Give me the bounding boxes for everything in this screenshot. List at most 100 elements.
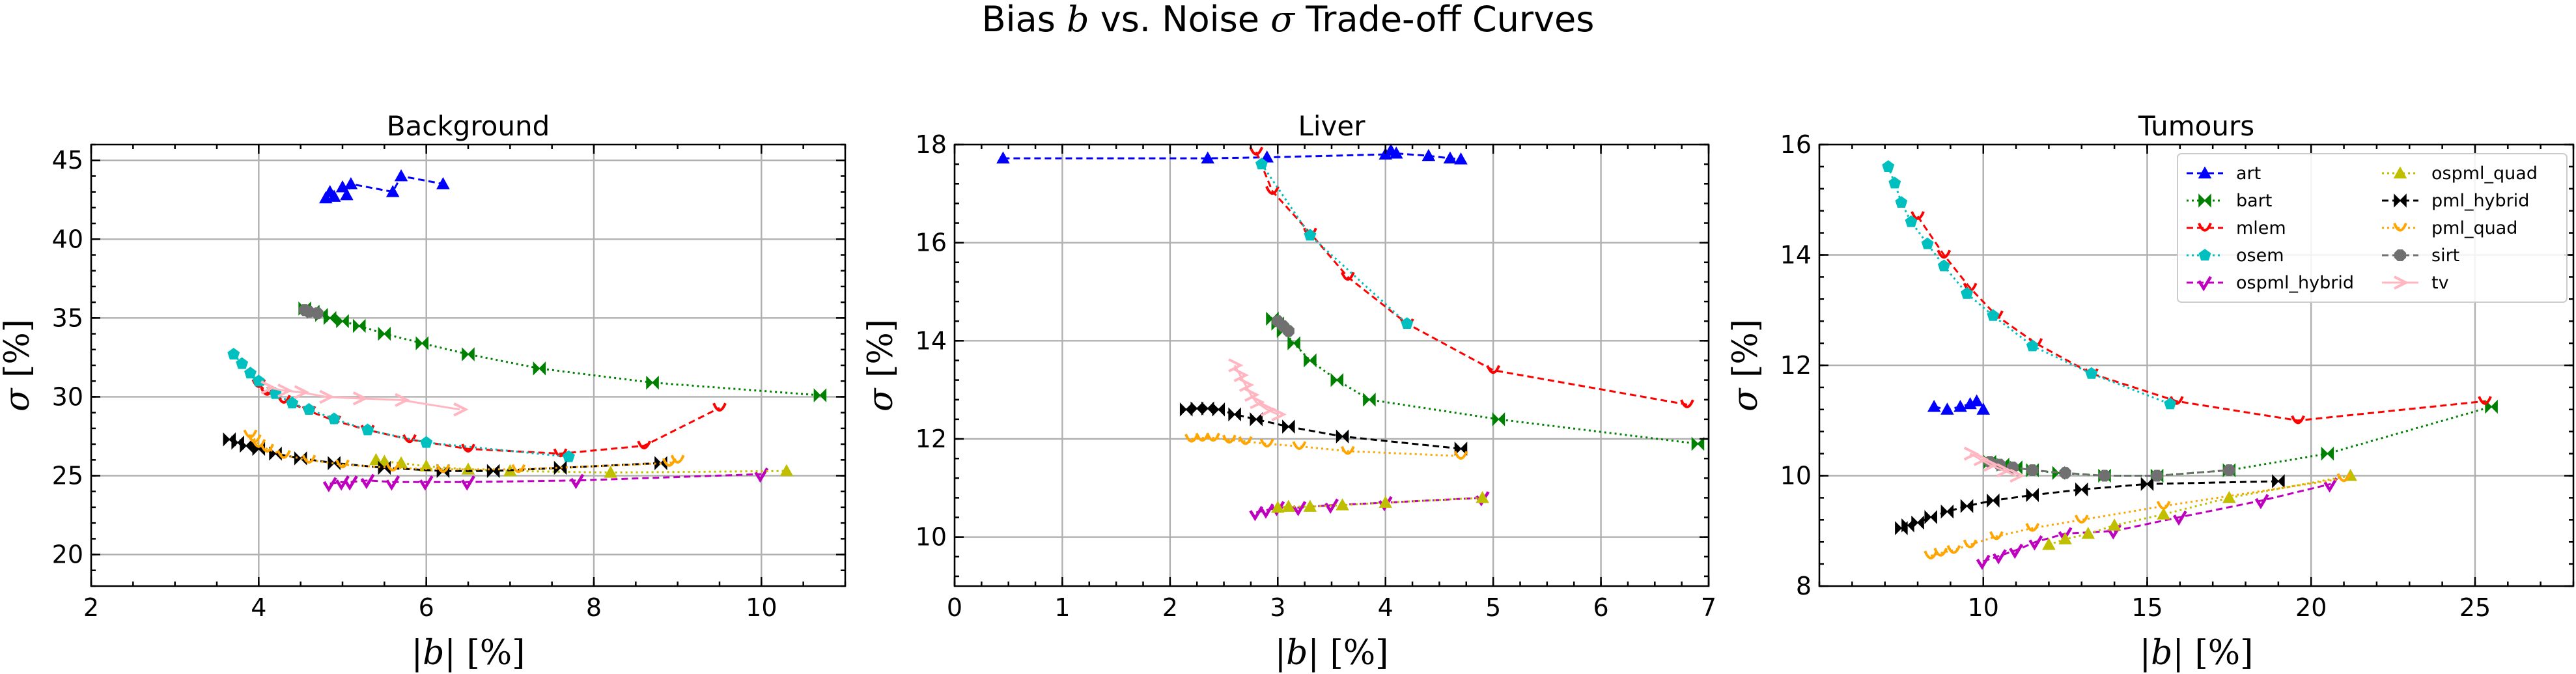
y-axis-label: σ [%] [0,319,37,412]
series-sirt [1983,456,2235,482]
y-tick-label: 14 [916,326,947,355]
data-point [419,475,434,491]
data-point [2478,396,2492,405]
data-point [385,462,400,471]
legend-entry-bart: bart [2187,191,2272,211]
data-point [670,455,685,464]
data-point [1933,548,1948,557]
legend-label: sirt [2431,246,2459,266]
data-point [415,336,428,350]
data-point [1927,400,1941,412]
data-point [335,180,350,193]
series-sirt [1272,315,1295,337]
data-point [1389,147,1403,159]
panel-background: Background 2 4 6 8 10 20 25 30 35 40 45 |b| [%] σ [%] [0,110,847,673]
data-point [336,314,349,329]
y-tick-label: 45 [52,146,83,175]
grid [953,143,1710,586]
data-point [319,389,335,404]
data-point [311,307,324,320]
ticks [90,143,847,587]
data-point [754,467,769,483]
series-art [996,143,1468,165]
legend-marker [2198,222,2212,232]
data-point [461,475,475,491]
data-point [1401,317,1414,329]
data-point [1270,501,1285,516]
data-point [343,475,358,491]
legend-label: osem [2236,246,2284,266]
legend-marker [2198,166,2212,178]
x-tick-label: 25 [2459,593,2491,622]
data-point [2081,526,2095,539]
data-point [322,477,337,492]
data-point [277,450,291,459]
series-tv [1963,446,2025,483]
x-tick-label: 10 [746,593,777,622]
data-point [996,151,1010,164]
series-osem [227,348,575,462]
data-point [1259,503,1274,519]
data-point [1255,158,1268,170]
data-point [1340,272,1355,281]
data-point [1992,549,2007,565]
legend-label: mlem [2236,218,2286,238]
data-point [1443,151,1457,164]
data-point [436,176,450,190]
data-point [1287,336,1300,350]
data-point [1212,402,1225,417]
legend-label: ospml_quad [2431,163,2538,184]
series-line [266,386,460,411]
data-point [1680,399,1694,408]
legend-marker [2394,249,2407,262]
data-point [1363,392,1376,407]
series-line [1930,477,2344,557]
y-tick-label: 16 [916,229,947,257]
data-point [1924,550,1939,559]
legend-label: bart [2236,191,2272,211]
data-point [1976,402,1991,415]
series-pml_hybrid [1179,401,1468,456]
series-art [1927,394,1991,415]
x-tick-label: 6 [419,593,434,622]
data-point [1454,152,1468,165]
x-axis-label: |b| [%] [2140,634,2254,673]
legend-entry-pml_quad: pml_quad [2382,218,2517,238]
series-osem [1882,160,2177,410]
data-point [2107,518,2121,531]
data-point [1905,215,1918,227]
series-line [1271,318,1698,445]
data-point [1340,445,1355,455]
x-tick-label: 7 [1701,593,1716,622]
data-point [2164,397,2177,410]
data-point [2059,467,2071,479]
data-point [1940,402,1954,415]
y-tick-label: 12 [1780,351,1812,380]
data-point [2058,532,2072,544]
data-point [1282,325,1295,337]
y-tick-label: 30 [52,382,83,411]
figure-title: Bias b vs. Noise σ Trade-off Curves [982,0,1595,40]
legend-marker [2198,275,2212,292]
series-line [1989,406,2492,477]
legend-entry-pml_hybrid: pml_hybrid [2382,191,2529,211]
data-point [2272,474,2285,488]
data-point [1983,457,1999,472]
data-point [2291,415,2305,425]
data-point [378,326,391,341]
data-point [1421,148,1436,161]
data-point [1486,365,1500,374]
data-point [2026,488,2039,502]
data-point [436,464,451,473]
legend-entry-ospml_hybrid: ospml_hybrid [2187,273,2354,293]
data-point [1911,515,1924,530]
data-point [712,402,727,412]
data-point [2025,522,2040,532]
legend-label: ospml_hybrid [2236,273,2354,293]
y-tick-label: 8 [1796,572,1812,600]
data-point [1271,500,1285,513]
data-point [2074,514,2089,524]
legend-entry-mlem: mlem [2187,218,2286,238]
data-point [277,383,293,398]
